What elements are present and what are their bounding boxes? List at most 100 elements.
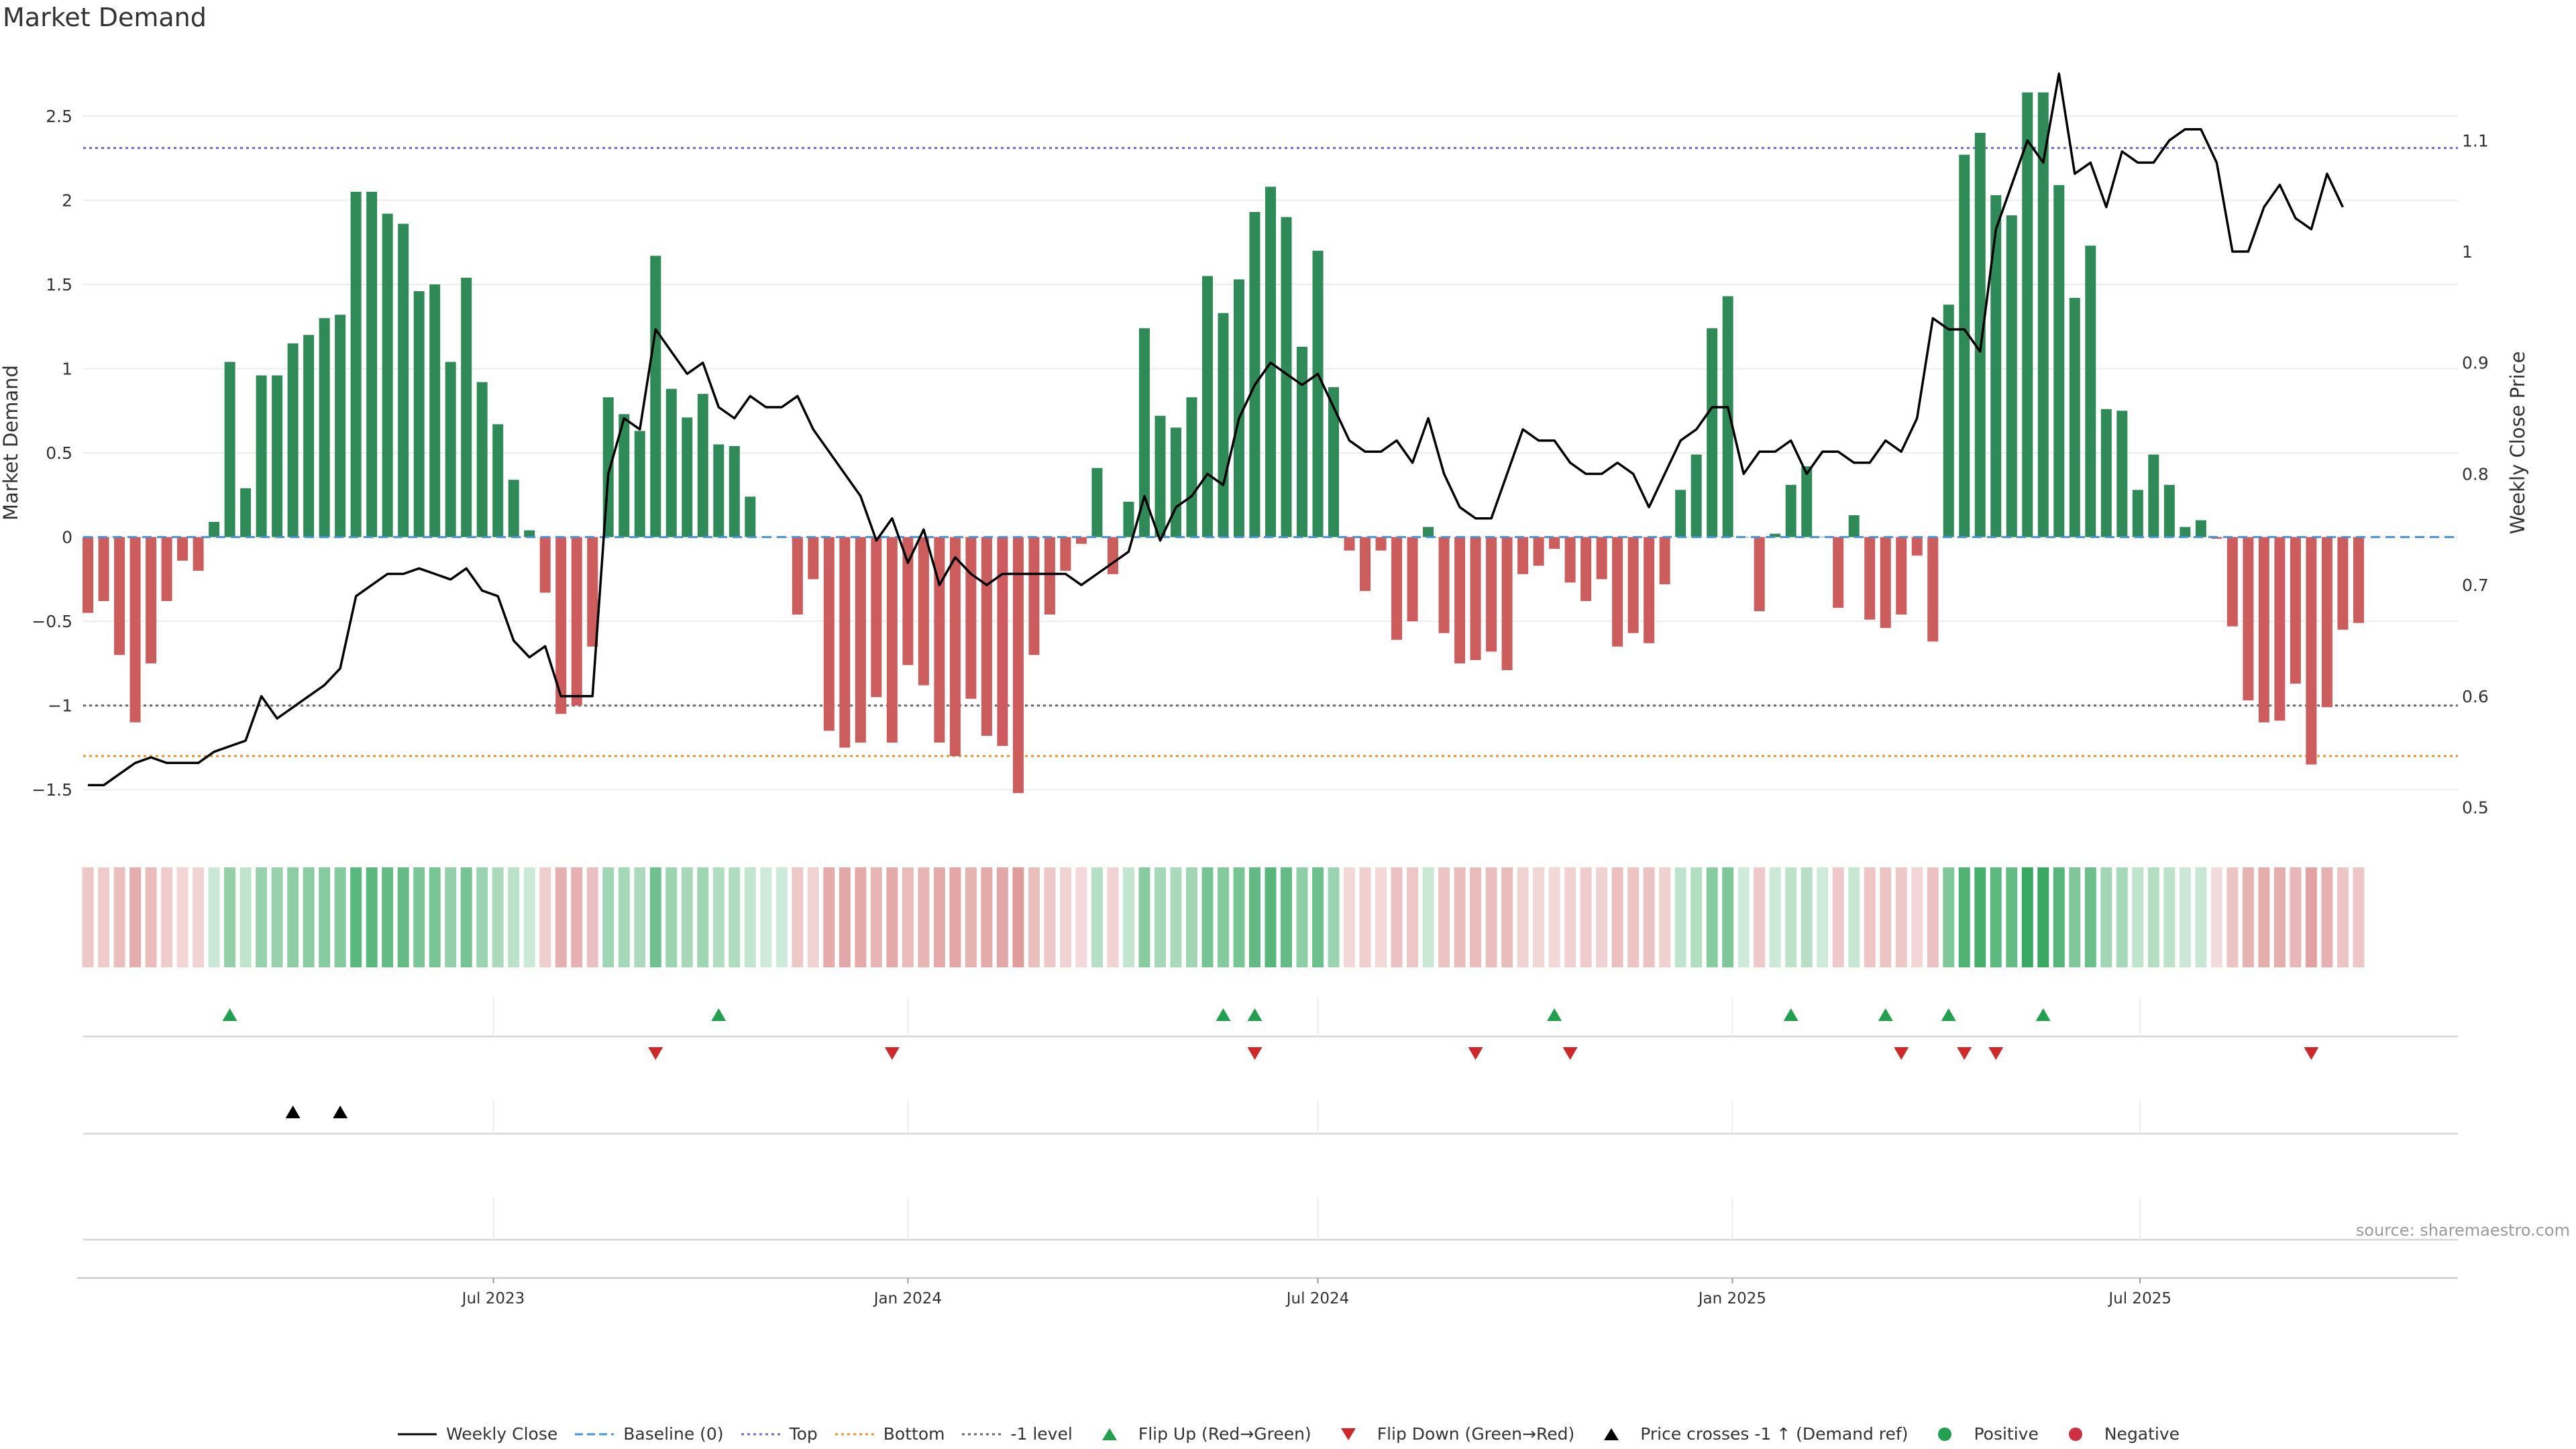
demand-bar [1707,328,1718,537]
demand-bar [1864,537,1876,620]
heat-cell [476,867,488,967]
heat-cell [823,867,835,967]
flip-up-marker [1783,1008,1799,1021]
heat-cell [366,867,378,967]
heat-cell [1501,867,1513,967]
demand-bar [965,537,977,699]
heat-cell [2084,867,2096,967]
y-tick-label: 0.5 [46,443,72,463]
demand-bar [1644,537,1655,643]
y-tick-label: 1.5 [46,275,72,294]
heat-cell [918,867,930,967]
heat-cell [2226,867,2239,967]
demand-bar [1186,397,1197,537]
legend-item: Flip Down (Green→Red) [1328,1424,1574,1444]
demand-bar [1218,313,1229,537]
demand-bar [997,537,1008,746]
legend-label: Price crosses -1 ↑ (Demand ref) [1640,1424,1909,1444]
flip-up-marker [222,1008,237,1021]
heat-cell [2337,867,2349,967]
legend-item: Top [740,1424,818,1444]
heat-cell [1895,867,1907,967]
heat-cell [350,867,362,967]
demand-bar [1344,537,1355,551]
demand-bar [2116,411,2128,537]
demand-bar [2148,454,2159,537]
demand-bar [177,537,189,561]
demand-bar [1896,537,1907,615]
heat-cell [1754,867,1766,967]
demand-bar [2022,92,2033,537]
heat-cell [855,867,867,967]
heat-cell [933,867,945,967]
heat-cell [2163,867,2176,967]
demand-bar [382,213,393,537]
flip-down-marker [1894,1047,1909,1060]
heat-cell [2147,867,2159,967]
heat-cell [634,867,646,967]
heat-cell [1564,867,1576,967]
demand-bar [2163,484,2175,537]
demand-bar [918,537,929,686]
demand-bar [224,362,235,537]
heat-cell [2116,867,2128,967]
demand-bar [1438,537,1450,633]
heat-cell [775,867,788,967]
demand-bar [429,284,441,537]
demand-bar [886,537,898,743]
flip-down-marker [884,1047,900,1060]
y-tick-label: 0 [62,528,72,547]
heat-cell [1122,867,1134,967]
heat-cell [949,867,961,967]
heat-cell [870,867,882,967]
heat-cell [839,867,851,967]
heat-cell [792,867,804,967]
demand-bar [256,375,267,537]
heat-cell [1911,867,1923,967]
demand-bar [2100,409,2112,537]
demand-bar [2337,537,2349,630]
heat-cell [1075,867,1087,967]
flip-down-marker [2304,1047,2319,1060]
heat-cell [239,867,252,967]
weekly-close-line [88,72,2344,787]
y-tick-label: 2.5 [46,107,72,126]
demand-bar [587,537,598,647]
heat-cell [2210,867,2222,967]
legend-label: Negative [2104,1424,2180,1444]
x-tick-label: Jul 2023 [461,1290,525,1307]
demand-bar [1454,537,1466,663]
heat-cell [1107,867,1119,967]
heat-cell [145,867,157,967]
heat-cell [2037,867,2049,967]
heat-cell [1485,867,1497,967]
demand-bar [634,431,645,537]
chart-title: Market Demand [3,3,207,32]
y2-axis-label: Weekly Close Price [2506,352,2529,535]
heat-cell [113,867,125,967]
heat-cell [1627,867,1640,967]
demand-bar [1012,537,1024,794]
legend-item: Positive [1924,1424,2039,1444]
heat-cell [1848,867,1860,967]
heat-cell [382,867,394,967]
heat-cell [193,867,205,967]
demand-bar [1990,195,2002,537]
heat-cell [996,867,1008,967]
heat-cell [1028,867,1040,967]
heat-cell [1138,867,1150,967]
demand-bar [413,291,425,537]
demand-bar [1091,468,1103,537]
heat-cell [334,867,346,967]
price-cross-marker [333,1106,348,1118]
heat-cell [602,867,614,967]
demand-bar [1138,328,1150,537]
demand-bar [1564,537,1576,583]
demand-bar [350,191,362,537]
circle-icon [1938,1427,1952,1441]
triangle-up-icon [1604,1428,1619,1440]
legend-item: Flip Up (Red→Green) [1089,1424,1311,1444]
heat-cell [681,867,693,967]
demand-bar [209,522,220,537]
